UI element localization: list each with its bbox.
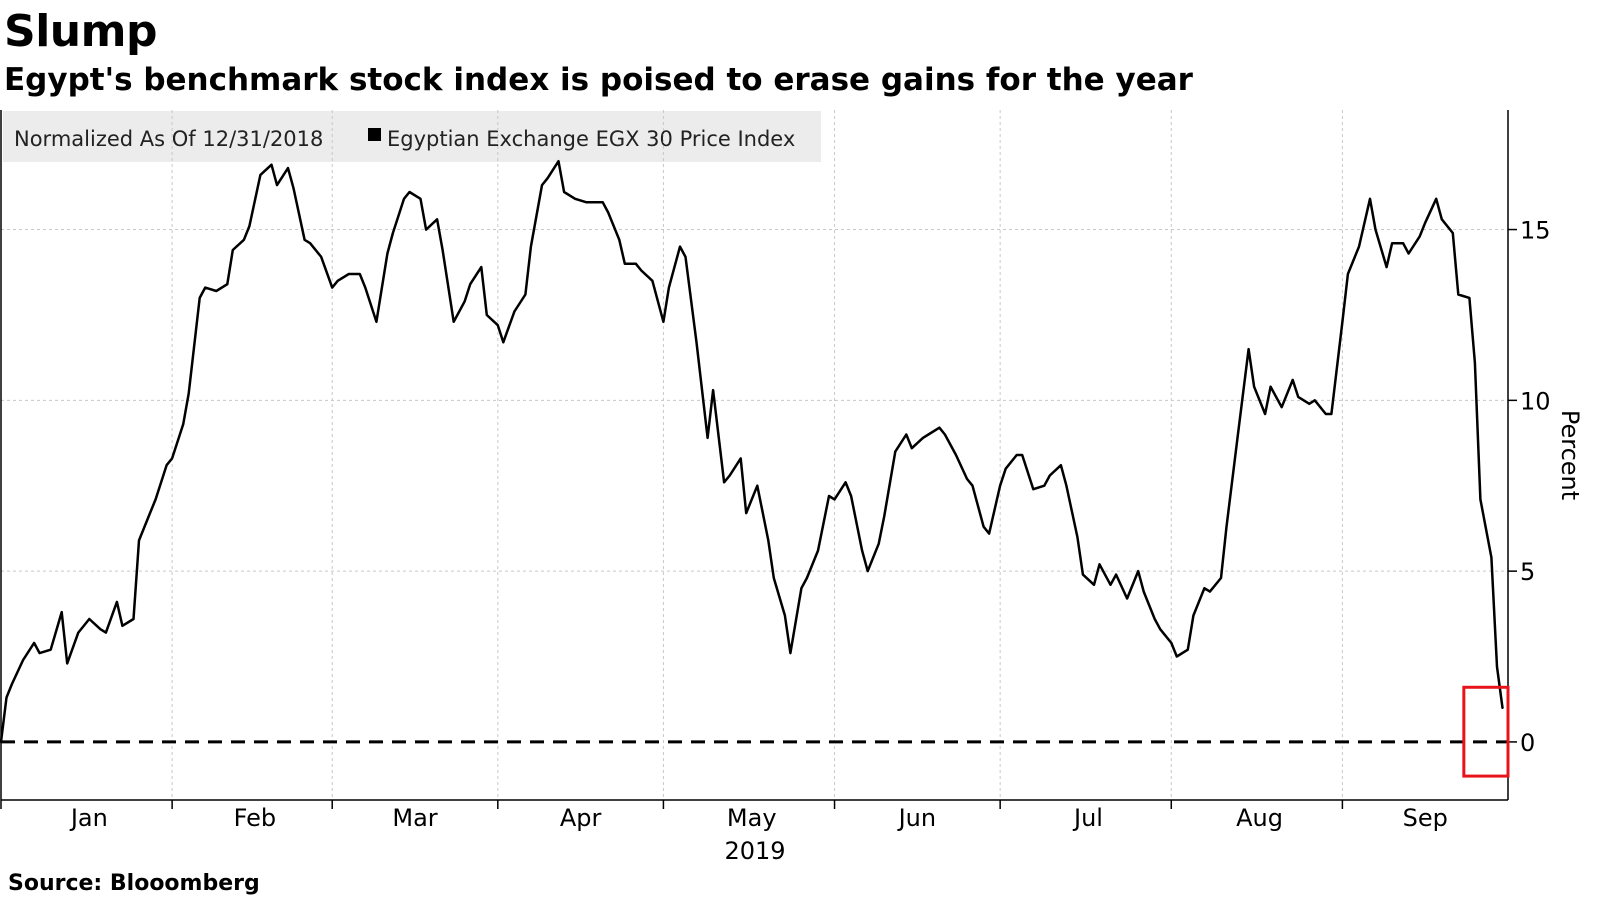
y-gridlines	[1, 229, 1508, 572]
legend-item-label: Egyptian Exchange EGX 30 Price Index	[387, 127, 795, 151]
x-tick-label: Jun	[897, 804, 937, 832]
x-axis-year-label: 2019	[724, 837, 785, 865]
y-tick-label: 15	[1520, 217, 1551, 245]
highlight-box	[1462, 685, 1510, 778]
x-tick-label: Aug	[1236, 804, 1283, 832]
source-note: Source: Blooomberg	[8, 871, 260, 896]
series-line-egx30	[0, 159, 1504, 744]
legend-box	[3, 111, 821, 162]
chart-title: Slump	[4, 6, 157, 57]
x-tick-label: Jan	[69, 804, 108, 832]
x-axis-ticks: Jan Feb Mar Apr May Jun Jul Aug Sep	[0, 800, 1448, 832]
x-gridlines	[171, 110, 1343, 800]
y-tick-label: 10	[1520, 387, 1551, 415]
y-tick-label: 0	[1520, 729, 1535, 757]
chart-subtitle: Egypt's benchmark stock index is poised …	[4, 62, 1193, 98]
x-tick-label: Jul	[1072, 804, 1103, 832]
y-axis-ticks: 0 5 10 15	[1508, 217, 1551, 757]
x-tick-label: May	[727, 804, 777, 832]
x-tick-label: Mar	[392, 804, 437, 832]
y-axis-title: Percent	[1556, 410, 1584, 500]
legend-note: Normalized As Of 12/31/2018	[14, 127, 323, 151]
legend-swatch	[368, 128, 381, 141]
y-tick-label: 5	[1520, 558, 1535, 586]
x-tick-label: Sep	[1403, 804, 1448, 832]
x-tick-label: Apr	[560, 804, 602, 832]
x-tick-label: Feb	[234, 804, 277, 832]
